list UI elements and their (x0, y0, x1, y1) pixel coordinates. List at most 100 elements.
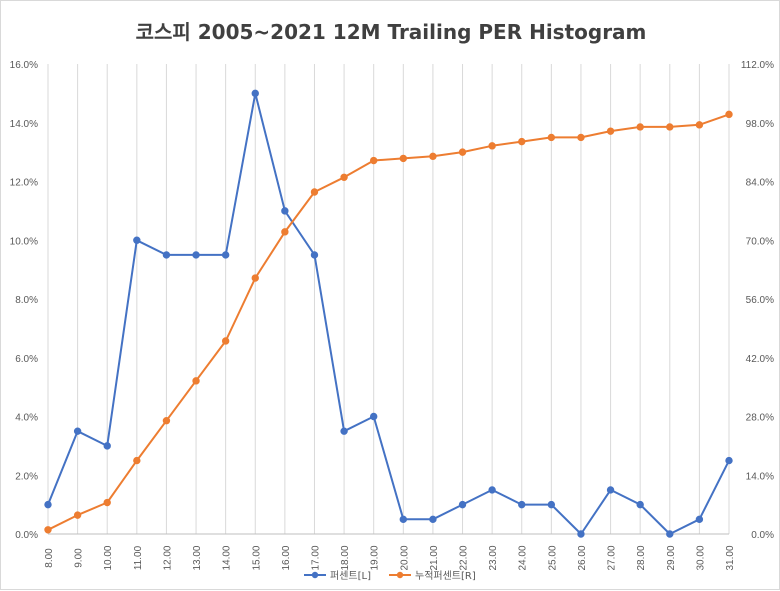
series-1-point-8.00 (44, 500, 52, 509)
x-tick-label: 15.00 (251, 545, 262, 570)
legend-marker-1 (311, 571, 319, 579)
series-2-point-23.00 (488, 142, 496, 150)
y-right-tick-label: 84.0% (746, 178, 774, 189)
series-2-point-25.00 (547, 133, 556, 142)
x-tick-label: 29.00 (666, 545, 677, 570)
series-2-point-22.00 (458, 148, 467, 156)
series-2-point-27.00 (606, 127, 615, 135)
x-tick-label: 27.00 (607, 545, 618, 570)
y-right-tick-label: 42.0% (746, 354, 774, 365)
series-1-point-19.00 (369, 412, 378, 421)
series-2-point-19.00 (369, 156, 378, 165)
series-1-point-31.00 (725, 456, 733, 465)
series-1-point-17.00 (310, 251, 319, 259)
y-right-tick-label: 112.0% (741, 60, 774, 71)
legend-label-1: 퍼센트[L] (330, 570, 371, 582)
x-tick-label: 14.00 (222, 545, 233, 570)
x-tick-label: 26.00 (577, 545, 588, 570)
legend-marker-2 (396, 571, 404, 579)
series-1-point-11.00 (133, 236, 141, 244)
y-left-tick-label: 4.0% (15, 413, 38, 424)
y-left-tick-label: 0.0% (15, 530, 38, 541)
series-2-point-15.00 (251, 274, 259, 282)
series-2-point-14.00 (221, 337, 230, 345)
legend: 퍼센트[L] 누적퍼센트[R] (304, 570, 476, 582)
series-1-point-25.00 (547, 500, 556, 509)
x-tick-label: 16.00 (281, 545, 292, 570)
x-tick-label: 21.00 (429, 545, 440, 570)
series-2-point-21.00 (429, 152, 437, 161)
y-left-tick-label: 14.0% (10, 119, 38, 130)
series-2-point-13.00 (192, 377, 200, 385)
series-1-point-15.00 (251, 89, 259, 98)
x-tick-label: 24.00 (518, 545, 529, 570)
x-tick-label: 13.00 (192, 545, 203, 570)
series-1-point-23.00 (488, 486, 496, 494)
series-1-point-27.00 (606, 486, 615, 494)
chart-title: 코스피 2005~2021 12M Trailing PER Histogram (136, 20, 647, 44)
x-tick-label: 10.00 (103, 545, 114, 570)
series-2-point-20.00 (399, 154, 408, 163)
x-tick-label: 30.00 (695, 545, 706, 570)
y-left-tick-label: 12.0% (10, 178, 38, 189)
x-tick-label: 22.00 (459, 545, 470, 570)
x-tick-label: 20.00 (399, 545, 410, 570)
series-1-point-14.00 (221, 251, 230, 259)
x-tick-label: 28.00 (636, 545, 647, 570)
series-1-point-29.00 (666, 530, 674, 538)
x-tick-label: 8.00 (44, 548, 55, 568)
grid-lines (47, 64, 730, 534)
x-tick-label: 11.00 (133, 545, 144, 570)
series-1-point-9.00 (73, 427, 82, 435)
series-layer (44, 89, 733, 538)
y-right-tick-label: 70.0% (746, 236, 774, 247)
series-2-point-28.00 (636, 123, 644, 131)
series-line-2 (47, 113, 730, 531)
x-tick-label: 17.00 (310, 545, 321, 570)
series-2-point-10.00 (103, 498, 111, 507)
series-1-point-10.00 (103, 442, 111, 450)
y-right-tick-label: 98.0% (746, 119, 774, 130)
y-right-tick-label: 56.0% (746, 295, 774, 306)
y-left-tick-label: 16.0% (10, 60, 38, 71)
series-2-point-11.00 (133, 456, 141, 465)
x-tick-label: 19.00 (370, 545, 381, 570)
series-2-point-30.00 (695, 121, 704, 129)
series-2-point-17.00 (310, 188, 319, 196)
legend-label-2: 누적퍼센트[R] (415, 570, 476, 582)
y-left-tick-label: 10.0% (10, 236, 38, 247)
series-2-point-29.00 (666, 123, 674, 131)
axes: 0.0% 2.0% 4.0% 6.0% 8.0% 10.0% 12.0% 14.0% 16.0%… (10, 60, 774, 571)
series-1-point-26.00 (577, 530, 585, 538)
x-tick-label: 31.00 (725, 545, 736, 570)
y-right-tick-label: 0.0% (751, 530, 774, 541)
series-2-point-18.00 (340, 173, 348, 182)
series-2-point-16.00 (281, 228, 289, 236)
series-2-point-8.00 (44, 526, 52, 534)
series-1-point-13.00 (192, 251, 200, 259)
series-1-point-21.00 (429, 515, 437, 524)
y-left-tick-label: 6.0% (15, 354, 38, 365)
series-1-point-24.00 (518, 500, 526, 509)
series-2-point-26.00 (577, 133, 585, 142)
series-2-point-24.00 (518, 137, 526, 146)
y-left-tick-label: 2.0% (15, 471, 38, 482)
series-1-point-16.00 (281, 207, 289, 215)
series-1-point-20.00 (399, 515, 408, 524)
x-tick-label: 25.00 (547, 545, 558, 570)
series-1-point-12.00 (162, 251, 171, 259)
series-1-point-28.00 (636, 500, 644, 509)
series-1-point-22.00 (458, 500, 467, 509)
series-2-point-12.00 (162, 416, 171, 425)
x-tick-label: 9.00 (74, 548, 85, 568)
y-right-tick-label: 14.0% (746, 471, 774, 482)
series-2-point-31.00 (725, 110, 733, 119)
series-1-point-18.00 (340, 427, 348, 435)
series-1-point-30.00 (695, 515, 704, 524)
series-line-1 (47, 92, 730, 535)
series-2-point-9.00 (73, 511, 82, 519)
y-left-tick-label: 8.0% (15, 295, 38, 306)
y-right-tick-label: 28.0% (746, 413, 774, 424)
